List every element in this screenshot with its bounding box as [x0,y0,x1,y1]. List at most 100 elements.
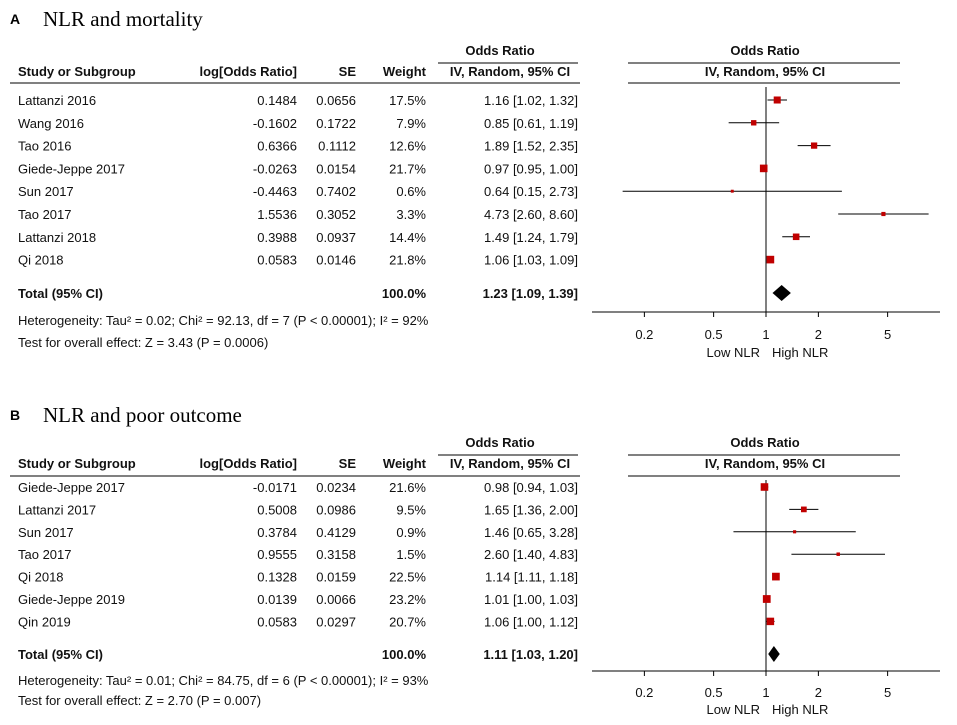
panel-title: NLR and poor outcome [43,403,242,427]
study-or-ci: 0.64 [0.15, 2.73] [484,184,578,199]
study-point-square [773,96,781,104]
study-point-square [766,255,775,264]
study-log-or: 0.3988 [257,230,297,245]
study-name: Wang 2016 [18,116,84,131]
study-point-square [751,120,757,126]
study-log-or: 0.1328 [257,570,297,585]
study-or-ci: 1.89 [1.52, 2.35] [484,139,578,154]
study-or-ci: 0.97 [0.95, 1.00] [484,161,578,176]
study-or-ci: 0.85 [0.61, 1.19] [484,116,578,131]
total-or-ci: 1.23 [1.09, 1.39] [483,286,578,301]
study-or-ci: 1.49 [1.24, 1.79] [484,230,578,245]
study-point-square [762,595,771,603]
study-row: Sun 2017 0.3784 0.4129 0.9% 1.46 [0.65, 3.28… [18,525,856,540]
study-row: Giede-Jeppe 2017 -0.0263 0.0154 21.7% 0.97 [… [18,161,768,176]
total-row: Total (95% CI) 100.0% 1.11 [1.03, 1.20] [18,646,780,662]
study-se: 0.0986 [316,502,356,517]
study-log-or: -0.0263 [253,161,297,176]
study-weight: 20.7% [389,614,426,629]
study-name: Lattanzi 2018 [18,230,96,245]
study-weight: 7.9% [396,116,426,131]
study-se: 0.0297 [316,614,356,629]
study-row: Giede-Jeppe 2019 0.0139 0.0066 23.2% 1.01 [1… [18,592,771,607]
study-point-square [792,233,800,241]
header-plot-odds-ratio: Odds Ratio [730,435,799,450]
study-se: 0.0656 [316,93,356,108]
total-label: Total (95% CI) [18,647,103,662]
forest-panel-b: B NLR and poor outcome Odds Ratio Odds Rati… [10,403,940,717]
study-name: Lattanzi 2017 [18,502,96,517]
study-name: Sun 2017 [18,525,74,540]
study-row: Lattanzi 2018 0.3988 0.0937 14.4% 1.49 [1.24… [18,230,810,245]
x-tick-label: 1 [762,685,769,700]
study-weight: 3.3% [396,207,426,222]
study-name: Giede-Jeppe 2017 [18,480,125,495]
study-log-or: 0.3784 [257,525,297,540]
study-log-or: 1.5536 [257,207,297,222]
study-point-square [836,552,840,556]
study-weight: 14.4% [389,230,426,245]
study-log-or: 0.0583 [257,253,297,268]
total-or-ci: 1.11 [1.03, 1.20] [483,647,578,662]
study-row: Tao 2016 0.6366 0.1112 12.6% 1.89 [1.52, 2.3… [18,139,831,154]
study-log-or: 0.1484 [257,93,297,108]
total-row: Total (95% CI) 100.0% 1.23 [1.09, 1.39] [18,285,791,301]
study-row: Qi 2018 0.0583 0.0146 21.8% 1.06 [1.03, 1.09… [18,253,775,268]
study-weight: 1.5% [396,547,426,562]
heterogeneity-stats: Heterogeneity: Tau² = 0.01; Chi² = 84.75… [18,673,429,688]
study-or-ci: 1.01 [1.00, 1.03] [484,592,578,607]
x-tick-label: 5 [884,327,891,342]
header-se: SE [339,64,357,79]
x-tick-label: 2 [815,685,822,700]
header-log-or: log[Odds Ratio] [200,456,298,471]
total-weight: 100.0% [382,286,427,301]
study-se: 0.7402 [316,184,356,199]
pooled-effect-diamond [768,646,780,662]
study-log-or: -0.0171 [253,480,297,495]
study-weight: 21.7% [389,161,426,176]
header-or-method: IV, Random, 95% CI [450,456,570,471]
study-se: 0.0937 [316,230,356,245]
study-or-ci: 1.06 [1.03, 1.09] [484,253,578,268]
study-log-or: 0.5008 [257,502,297,517]
study-weight: 21.8% [389,253,426,268]
header-log-or: log[Odds Ratio] [200,64,298,79]
heterogeneity-stats: Heterogeneity: Tau² = 0.02; Chi² = 92.13… [18,313,429,328]
x-tick-label: 0.5 [705,327,723,342]
study-name: Qi 2018 [18,570,64,585]
study-row: Giede-Jeppe 2017 -0.0171 0.0234 21.6% 0.98 [… [18,480,769,495]
study-or-ci: 1.46 [0.65, 3.28] [484,525,578,540]
favours-right-label: High NLR [772,345,828,360]
study-weight: 21.6% [389,480,426,495]
study-log-or: -0.1602 [253,116,297,131]
study-or-ci: 0.98 [0.94, 1.03] [484,480,578,495]
study-se: 0.0159 [316,570,356,585]
study-log-or: -0.4463 [253,184,297,199]
study-weight: 17.5% [389,93,426,108]
forest-panel-a: A NLR and mortality Odds Ratio Odds Ratio St… [10,7,940,360]
study-log-or: 0.6366 [257,139,297,154]
study-point-square [760,483,769,491]
study-row: Wang 2016 -0.1602 0.1722 7.9% 0.85 [0.61, 1.… [18,116,780,131]
x-tick-label: 0.2 [635,685,653,700]
study-point-square [759,164,768,173]
x-tick-label: 1 [762,327,769,342]
favours-right-label: High NLR [772,702,828,717]
study-name: Lattanzi 2016 [18,93,96,108]
study-se: 0.0066 [316,592,356,607]
study-log-or: 0.0139 [257,592,297,607]
x-tick-label: 5 [884,685,891,700]
study-or-ci: 4.73 [2.60, 8.60] [484,207,578,222]
study-name: Qin 2019 [18,614,71,629]
study-or-ci: 2.60 [1.40, 4.83] [484,547,578,562]
study-weight: 9.5% [396,502,426,517]
header-or-method: IV, Random, 95% CI [450,64,570,79]
x-tick-label: 0.2 [635,327,653,342]
study-name: Sun 2017 [18,184,74,199]
header-weight: Weight [383,64,427,79]
x-tick-label: 2 [815,327,822,342]
study-weight: 23.2% [389,592,426,607]
study-name: Qi 2018 [18,253,64,268]
header-plot-odds-ratio: Odds Ratio [730,43,799,58]
